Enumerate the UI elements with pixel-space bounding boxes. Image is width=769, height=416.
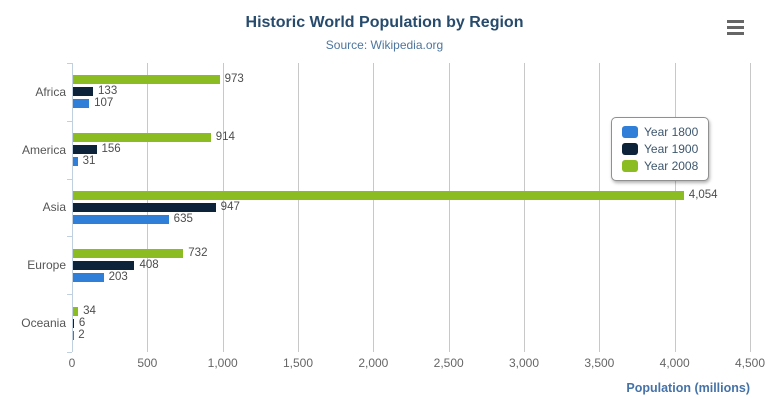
x-tick-label: 2,000 bbox=[358, 356, 389, 370]
bar-line: 156 bbox=[73, 143, 750, 156]
data-label: 408 bbox=[139, 258, 159, 271]
x-tick-label: 1,500 bbox=[282, 356, 314, 370]
axis-tick bbox=[67, 121, 72, 122]
category-label-america: America bbox=[21, 142, 66, 157]
data-label: 34 bbox=[83, 304, 96, 317]
bar-america-year-2008[interactable] bbox=[73, 133, 211, 143]
category-group-asia: 4,054 947 635 bbox=[73, 179, 750, 237]
data-label: 2 bbox=[78, 328, 85, 341]
bar-line: 107 bbox=[73, 97, 750, 110]
category-label-asia: Asia bbox=[42, 200, 66, 215]
x-tick-label: 4,500 bbox=[734, 356, 766, 370]
category-label-europe: Europe bbox=[27, 258, 66, 273]
x-tick-label: 500 bbox=[137, 356, 158, 370]
bar-line: 408 bbox=[73, 258, 750, 271]
bar-asia-year-1900[interactable] bbox=[73, 202, 216, 212]
legend-item-year-1800[interactable]: Year 1800 bbox=[622, 125, 698, 139]
category-group-oceania: 34 6 2 bbox=[73, 294, 750, 352]
bar-oceania-year-2008[interactable] bbox=[73, 306, 79, 316]
legend-label: Year 1800 bbox=[644, 125, 699, 139]
hamburger-icon bbox=[727, 31, 744, 35]
data-label: 732 bbox=[188, 246, 208, 259]
bar-asia-year-2008[interactable] bbox=[73, 190, 684, 200]
bar-line: 133 bbox=[73, 85, 750, 98]
x-tick-label: 2,500 bbox=[433, 356, 464, 370]
legend-item-year-2008[interactable]: Year 2008 bbox=[622, 159, 698, 173]
legend-label: Year 1900 bbox=[644, 142, 699, 156]
x-tick-label: 1,000 bbox=[207, 356, 238, 370]
legend-swatch bbox=[622, 126, 638, 138]
hamburger-icon bbox=[727, 19, 744, 23]
x-tick-label: 4,000 bbox=[659, 356, 690, 370]
data-label: 203 bbox=[108, 270, 128, 283]
data-label: 31 bbox=[82, 155, 96, 168]
legend-swatch bbox=[622, 160, 638, 172]
legend: Year 1800 Year 1900 Year 2008 bbox=[611, 117, 710, 181]
bar-oceania-year-1900[interactable] bbox=[73, 318, 74, 328]
bar-africa-year-1900[interactable] bbox=[73, 87, 94, 97]
bar-line: 2 bbox=[73, 328, 750, 341]
data-label: 4,054 bbox=[688, 188, 718, 201]
x-axis-title: Population (millions) bbox=[626, 381, 750, 395]
legend-label: Year 2008 bbox=[644, 159, 699, 173]
x-tick-label: 3,500 bbox=[584, 356, 615, 370]
gridline bbox=[448, 63, 450, 352]
bar-line: 635 bbox=[73, 212, 750, 225]
gridline bbox=[750, 63, 751, 352]
data-label: 107 bbox=[94, 97, 114, 110]
category-label-africa: Africa bbox=[35, 84, 66, 99]
data-label: 6 bbox=[78, 316, 86, 329]
axis-tick bbox=[67, 352, 72, 353]
legend-swatch bbox=[622, 143, 638, 155]
bar-line: 947 bbox=[73, 200, 750, 213]
gridline bbox=[222, 63, 224, 352]
category-label-oceania: Oceania bbox=[21, 316, 66, 331]
bar-line: 203 bbox=[73, 270, 750, 283]
bar-line: 6 bbox=[73, 316, 750, 329]
axis-tick bbox=[67, 179, 72, 180]
category-group-europe: 732 408 203 bbox=[73, 236, 750, 294]
gridline bbox=[674, 63, 676, 352]
axis-tick bbox=[67, 63, 72, 64]
chart-subtitle: Source: Wikipedia.org bbox=[325, 38, 444, 52]
gridline bbox=[298, 63, 299, 352]
gridline bbox=[524, 63, 525, 352]
bar-africa-year-2008[interactable] bbox=[73, 75, 220, 85]
bar-europe-year-2008[interactable] bbox=[73, 248, 184, 258]
data-label: 973 bbox=[224, 73, 244, 86]
axis-tick bbox=[67, 236, 72, 237]
chart-title: Historic World Population by Region bbox=[245, 14, 524, 31]
data-label: 156 bbox=[101, 143, 121, 156]
axis-tick bbox=[67, 294, 72, 295]
bar-line: 4,054 bbox=[73, 188, 750, 201]
plot-area: 973 133 107 914 156 31 4,054 947 635 732 408 203 34 6… bbox=[67, 63, 751, 353]
data-label: 635 bbox=[173, 212, 193, 225]
bar-america-year-1800[interactable] bbox=[73, 157, 78, 167]
export-menu-button[interactable] bbox=[724, 16, 748, 38]
bar-africa-year-1800[interactable] bbox=[73, 99, 90, 109]
data-label: 133 bbox=[98, 85, 118, 98]
hamburger-icon bbox=[727, 25, 744, 29]
bar-line: 914 bbox=[73, 131, 750, 144]
bar-line: 732 bbox=[73, 246, 750, 259]
gridline bbox=[599, 63, 601, 352]
gridline bbox=[373, 63, 375, 352]
data-label: 947 bbox=[220, 200, 240, 213]
bar-europe-year-1900[interactable] bbox=[73, 260, 135, 270]
bar-america-year-1900[interactable] bbox=[73, 145, 97, 155]
bar-asia-year-1800[interactable] bbox=[73, 214, 169, 224]
x-tick-label: 0 bbox=[68, 356, 76, 370]
category-group-africa: 973 133 107 bbox=[73, 63, 750, 121]
x-tick-label: 3,000 bbox=[508, 356, 540, 370]
data-label: 914 bbox=[215, 131, 235, 144]
bar-europe-year-1800[interactable] bbox=[73, 272, 104, 282]
bar-line: 31 bbox=[73, 155, 750, 168]
bar-line: 973 bbox=[73, 73, 750, 86]
legend-item-year-1900[interactable]: Year 1900 bbox=[622, 142, 698, 156]
bar-line: 34 bbox=[73, 304, 750, 317]
category-group-america: 914 156 31 bbox=[73, 121, 750, 179]
